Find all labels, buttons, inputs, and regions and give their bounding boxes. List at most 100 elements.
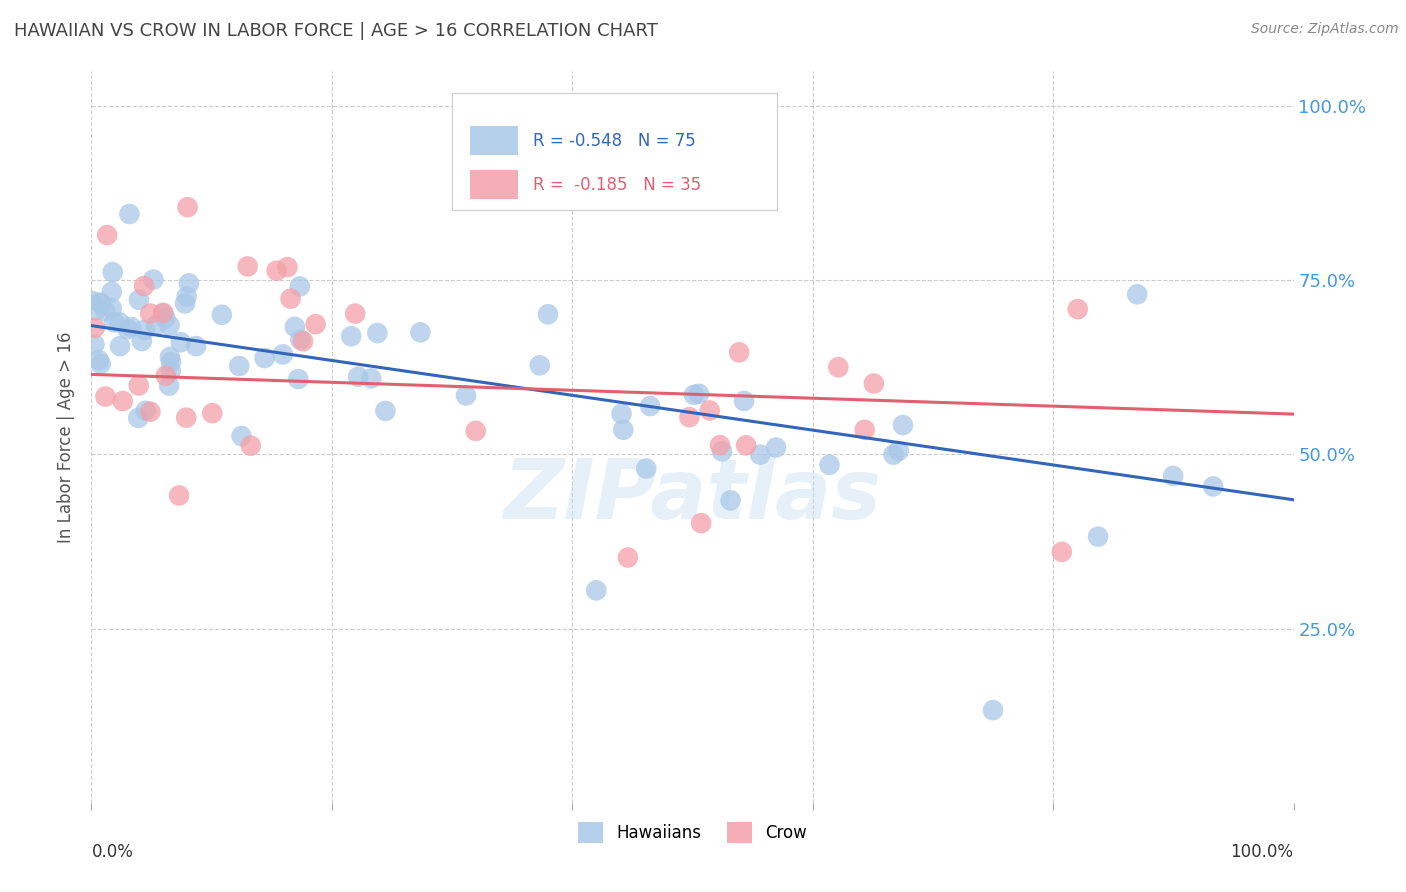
Point	[1067, 302, 1090, 317]
Point	[100, 285, 122, 299]
Point	[239, 439, 262, 453]
Point	[585, 583, 607, 598]
Point	[409, 326, 432, 340]
Point	[688, 386, 710, 401]
Point	[1087, 530, 1109, 544]
Point	[827, 360, 849, 375]
Point	[344, 307, 367, 321]
Point	[157, 378, 180, 392]
Point	[733, 394, 755, 409]
Point	[167, 488, 190, 502]
Text: R = -0.548   N = 75: R = -0.548 N = 75	[533, 132, 696, 150]
Point	[683, 388, 706, 402]
Text: 100.0%: 100.0%	[1230, 843, 1294, 861]
Point	[176, 289, 198, 303]
Point	[290, 333, 312, 347]
Point	[111, 394, 134, 409]
Point	[678, 410, 700, 425]
Point	[108, 339, 131, 353]
Point	[159, 364, 181, 378]
Point	[735, 438, 758, 452]
Point	[177, 277, 200, 291]
Point	[612, 423, 634, 437]
Point	[699, 403, 721, 417]
Point	[749, 448, 772, 462]
Point	[288, 279, 311, 293]
Point	[360, 371, 382, 385]
Point	[174, 296, 197, 310]
Point	[284, 319, 307, 334]
Point	[127, 411, 149, 425]
Point	[882, 448, 904, 462]
Point	[132, 279, 155, 293]
Point	[347, 369, 370, 384]
Point	[1202, 479, 1225, 493]
Point	[690, 516, 713, 530]
Point	[891, 418, 914, 433]
Text: ZIPatlas: ZIPatlas	[503, 455, 882, 536]
Point	[253, 351, 276, 365]
Point	[160, 355, 183, 369]
Legend: Hawaiians, Crow: Hawaiians, Crow	[572, 815, 813, 849]
Point	[887, 443, 910, 458]
Point	[276, 260, 298, 274]
Point	[128, 378, 150, 392]
Point	[120, 320, 142, 334]
Point	[201, 406, 224, 420]
Point	[87, 353, 110, 368]
Point	[1161, 469, 1184, 483]
Point	[145, 318, 167, 333]
Point	[610, 407, 633, 421]
Y-axis label: In Labor Force | Age > 16: In Labor Force | Age > 16	[58, 331, 76, 543]
Point	[152, 306, 174, 320]
Text: Source: ZipAtlas.com: Source: ZipAtlas.com	[1251, 22, 1399, 37]
Point	[271, 347, 294, 361]
Point	[537, 307, 560, 321]
Point	[96, 228, 118, 243]
Point	[1050, 545, 1073, 559]
Bar	[470, 127, 519, 155]
Point	[94, 304, 117, 318]
Point	[636, 461, 658, 475]
Point	[184, 339, 207, 353]
Point	[765, 441, 787, 455]
Point	[818, 458, 841, 472]
Text: HAWAIIAN VS CROW IN LABOR FORCE | AGE > 16 CORRELATION CHART: HAWAIIAN VS CROW IN LABOR FORCE | AGE > …	[14, 22, 658, 40]
Point	[89, 295, 111, 310]
Point	[709, 438, 731, 452]
Point	[139, 306, 162, 320]
Point	[83, 337, 105, 351]
Point	[228, 359, 250, 373]
Point	[728, 345, 751, 359]
Point	[134, 323, 156, 337]
Point	[159, 350, 181, 364]
Point	[304, 317, 326, 331]
Point	[366, 326, 388, 340]
Point	[155, 368, 177, 383]
Point	[155, 311, 177, 326]
Point	[135, 403, 157, 417]
Point	[142, 272, 165, 286]
Point	[292, 334, 315, 349]
Point	[720, 493, 742, 508]
Point	[454, 388, 477, 402]
Point	[90, 296, 112, 310]
Text: R =  -0.185   N = 35: R = -0.185 N = 35	[533, 176, 700, 194]
Point	[84, 303, 107, 318]
Point	[711, 444, 734, 458]
Point	[617, 550, 640, 565]
Point	[176, 200, 198, 214]
Point	[128, 293, 150, 307]
Point	[159, 318, 181, 333]
Point	[152, 307, 174, 321]
Point	[83, 321, 105, 335]
Bar	[470, 170, 519, 200]
Point	[211, 308, 233, 322]
Point	[340, 329, 363, 343]
Point	[101, 301, 124, 316]
Point	[170, 335, 193, 350]
Point	[981, 703, 1004, 717]
Text: 0.0%: 0.0%	[91, 843, 134, 861]
Point	[80, 293, 103, 308]
FancyBboxPatch shape	[451, 94, 776, 211]
